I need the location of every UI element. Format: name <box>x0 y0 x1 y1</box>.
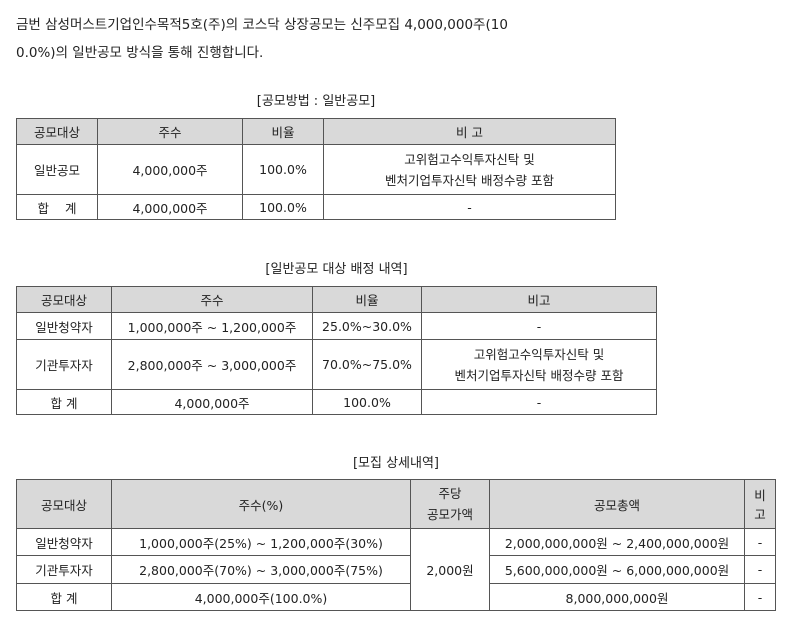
cell-ratio: 100.0% <box>242 144 324 195</box>
cell-shares: 1,000,000주 ~ 1,200,000주 <box>111 312 313 340</box>
cell-ratio: 100.0% <box>242 194 324 220</box>
header-price: 주당 공모가액 <box>410 479 490 529</box>
table-row: 기관투자자 2,800,000주 ~ 3,000,000주 70.0%~75.0… <box>16 339 657 390</box>
offering-method-table: 공모대상 주수 비율 비 고 일반공모 4,000,000주 100.0% 고위… <box>16 118 616 220</box>
header-ratio: 비율 <box>312 286 422 313</box>
note-line-1: 고위험고수익투자신탁 및 <box>404 151 535 167</box>
intro-line-2: 0.0%)의 일반공모 방식을 통해 진행합니다. <box>16 45 264 61</box>
header-shares: 주수 <box>97 118 243 145</box>
cell-total: 5,600,000,000원 ~ 6,000,000,000원 <box>489 555 745 584</box>
cell-target: 합 계 <box>16 194 98 220</box>
cell-shares: 2,800,000주(70%) ~ 3,000,000주(75%) <box>111 555 411 584</box>
cell-price: 2,000원 <box>410 528 490 611</box>
table2-caption: [일반공모 대상 배정 내역] <box>265 262 408 277</box>
intro-line-1: 금번 삼성머스트기업인수목적5호(주)의 코스닥 상장공모는 신주모집 4,00… <box>16 17 508 33</box>
table-row-total: 합 계 4,000,000주(100.0%) 8,000,000,000원 - <box>16 583 776 611</box>
header-note: 비고 <box>744 479 776 529</box>
header-target: 공모대상 <box>16 118 98 145</box>
header-target: 공모대상 <box>16 479 112 529</box>
cell-target: 합 계 <box>16 583 112 611</box>
cell-note: - <box>421 312 657 340</box>
note-line-1: 고위험고수익투자신탁 및 <box>473 346 605 362</box>
table3-caption: [모집 상세내역] <box>352 456 440 471</box>
table-row-total: 합 계 4,000,000주 100.0% - <box>16 194 616 220</box>
cell-shares: 4,000,000주 <box>97 194 243 220</box>
table1-caption: [공모방법 : 일반공모] <box>256 94 376 109</box>
cell-note: - <box>744 528 776 556</box>
cell-target: 합 계 <box>16 389 112 415</box>
header-price-line-2: 공모가액 <box>426 507 473 522</box>
table-row: 일반청약자 1,000,000주(25%) ~ 1,200,000주(30%) … <box>16 528 776 611</box>
intro-paragraph: 금번 삼성머스트기업인수목적5호(주)의 코스닥 상장공모는 신주모집 4,00… <box>16 11 786 67</box>
header-shares: 주수 <box>111 286 313 313</box>
cell-target: 기관투자자 <box>16 555 112 584</box>
note-line-2: 벤처기업투자신탁 배정수량 포함 <box>454 367 624 383</box>
cell-note: 고위험고수익투자신탁 및 벤처기업투자신탁 배정수량 포함 <box>323 144 616 195</box>
cell-note: - <box>744 555 776 584</box>
cell-ratio: 70.0%~75.0% <box>312 339 422 390</box>
header-total: 공모총액 <box>489 479 745 529</box>
table-row: 일반청약자 1,000,000주 ~ 1,200,000주 25.0%~30.0… <box>16 312 657 340</box>
table-row: 일반공모 4,000,000주 100.0% 고위험고수익투자신탁 및 벤처기업… <box>16 144 616 195</box>
table-row: 기관투자자 2,800,000주(70%) ~ 3,000,000주(75%) … <box>16 555 776 584</box>
cell-note: - <box>421 389 657 415</box>
cell-ratio: 100.0% <box>312 389 422 415</box>
allocation-table: 공모대상 주수 비율 비고 일반청약자 1,000,000주 ~ 1,200,0… <box>16 286 657 415</box>
table-row-total: 합 계 4,000,000주 100.0% - <box>16 389 657 415</box>
cell-target: 일반청약자 <box>16 528 112 556</box>
cell-target: 일반공모 <box>16 144 98 195</box>
header-ratio: 비율 <box>242 118 324 145</box>
cell-target: 기관투자자 <box>16 339 112 390</box>
cell-note: - <box>744 583 776 611</box>
cell-target: 일반청약자 <box>16 312 112 340</box>
header-note: 비고 <box>421 286 657 313</box>
cell-shares: 4,000,000주 <box>97 144 243 195</box>
cell-note: 고위험고수익투자신탁 및 벤처기업투자신탁 배정수량 포함 <box>421 339 657 390</box>
header-target: 공모대상 <box>16 286 112 313</box>
cell-shares: 4,000,000주 <box>111 389 313 415</box>
cell-ratio: 25.0%~30.0% <box>312 312 422 340</box>
note-line-2: 벤처기업투자신탁 배정수량 포함 <box>385 172 554 188</box>
cell-shares: 4,000,000주(100.0%) <box>111 583 411 611</box>
header-note: 비 고 <box>323 118 616 145</box>
offering-details-table: 공모대상 주수(%) 주당 공모가액 공모총액 비고 일반청약자 1,000,0… <box>16 479 776 611</box>
header-shares: 주수(%) <box>111 479 411 529</box>
cell-total: 2,000,000,000원 ~ 2,400,000,000원 <box>489 528 745 556</box>
header-price-line-1: 주당 <box>438 486 462 501</box>
cell-shares: 2,800,000주 ~ 3,000,000주 <box>111 339 313 390</box>
cell-shares: 1,000,000주(25%) ~ 1,200,000주(30%) <box>111 528 411 556</box>
cell-total: 8,000,000,000원 <box>489 583 745 611</box>
cell-note: - <box>323 194 616 220</box>
